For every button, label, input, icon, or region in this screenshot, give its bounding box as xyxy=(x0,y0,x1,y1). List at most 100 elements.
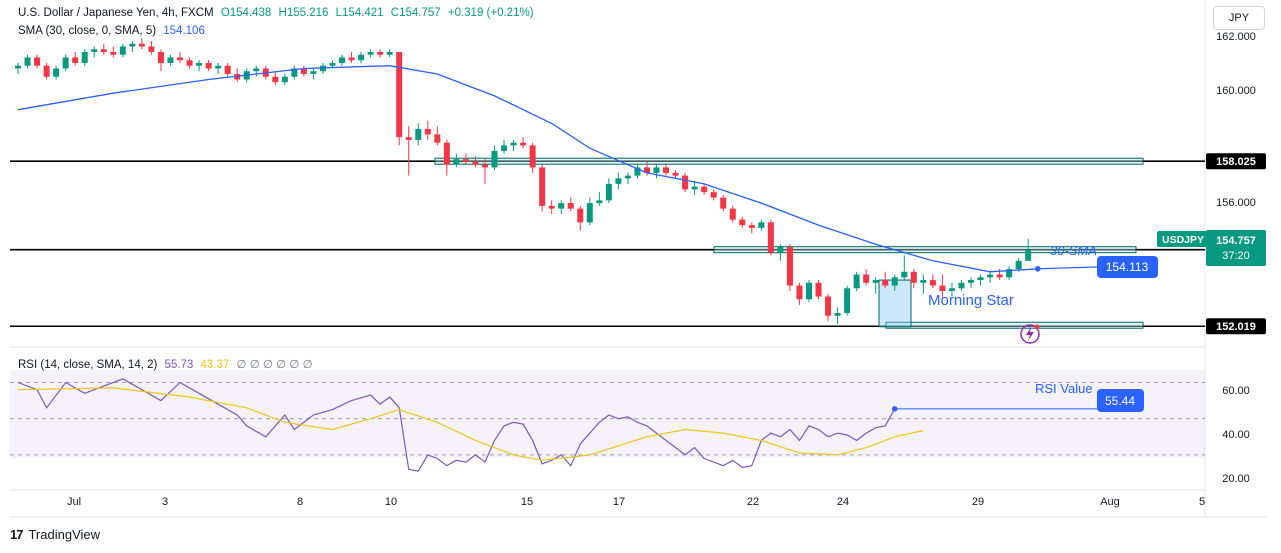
candle-body xyxy=(15,65,21,69)
candle-body xyxy=(434,134,441,143)
support-zone xyxy=(885,321,1144,329)
candle-body xyxy=(520,142,527,146)
sma-dot xyxy=(1034,265,1041,272)
symbol-tag xyxy=(1157,231,1209,247)
candle-body xyxy=(510,142,517,146)
candle-body xyxy=(834,313,841,316)
candle-body xyxy=(177,57,184,61)
candle-body xyxy=(253,68,260,72)
candle-body xyxy=(481,164,488,168)
tradingview-brand: 17 TradingView xyxy=(10,527,100,542)
rsi-value-text: 55.44 xyxy=(1105,394,1135,408)
lightning-icon xyxy=(1026,327,1034,341)
candle-body xyxy=(1025,249,1032,261)
sma-value-text: 154.113 xyxy=(1106,260,1149,274)
candle-body xyxy=(958,282,965,289)
candle-body xyxy=(272,76,279,83)
sma-value-box xyxy=(1097,256,1158,278)
candle-body xyxy=(596,200,603,204)
candle-body xyxy=(215,65,222,69)
candle-body xyxy=(663,167,670,173)
time-tick: 5 xyxy=(1199,496,1205,508)
pattern-annotation: Morning Star xyxy=(928,292,1014,309)
tradingview-logo-icon: 17 xyxy=(10,527,24,542)
candle-body xyxy=(53,68,60,77)
candle-body xyxy=(987,274,994,278)
candle-body xyxy=(891,277,898,286)
candle-body xyxy=(939,285,946,292)
rsi-value-box xyxy=(1097,389,1144,412)
currency-button[interactable]: JPY xyxy=(1213,6,1265,30)
candle-body xyxy=(415,128,422,140)
candle-body xyxy=(1006,269,1013,278)
sma-extension xyxy=(1037,266,1098,270)
candle-body xyxy=(358,54,365,61)
ohlc-open: O154.438 xyxy=(220,7,272,19)
ohlc-close: C154.757 xyxy=(390,7,441,19)
candle-body xyxy=(377,51,384,55)
candle-body xyxy=(348,57,355,61)
candle-body xyxy=(148,46,155,52)
symbol-tag-text: USDJPY xyxy=(1162,234,1204,246)
candle-body xyxy=(977,277,984,281)
candle-body xyxy=(682,175,689,190)
candle-body xyxy=(853,274,860,289)
candle-body xyxy=(129,43,136,47)
sma-annotation: 30-SMA xyxy=(1050,243,1097,258)
candle-body xyxy=(624,175,631,179)
price-tick: 156.000 xyxy=(1216,197,1256,209)
rsi-legend-value: 55.73 xyxy=(164,359,194,371)
sma-legend-label: SMA (30, close, 0, SMA, 5) xyxy=(18,25,157,37)
candle-body xyxy=(872,280,879,283)
candle-body xyxy=(558,203,565,209)
candle-body xyxy=(548,205,555,209)
candle-body xyxy=(539,167,546,206)
candle-body xyxy=(453,159,460,165)
candle-body xyxy=(300,68,307,74)
candle-body xyxy=(948,288,955,292)
candle-body xyxy=(339,57,346,63)
chart-header: U.S. Dollar / Japanese Yen, 4h, FXCM O15… xyxy=(18,7,538,19)
candle-body xyxy=(472,161,479,165)
candle-body xyxy=(100,49,107,52)
candle-body xyxy=(748,225,755,228)
resistance-zone xyxy=(434,157,1144,165)
last-price-value: 154.757 xyxy=(1216,235,1256,247)
candle-body xyxy=(310,71,317,74)
rsi-legend[interactable]: RSI (14, close, SMA, 14, 2) 55.73 43.37 … xyxy=(18,357,317,371)
candle-body xyxy=(281,76,288,83)
candle-body xyxy=(777,247,784,253)
time-tick: 3 xyxy=(162,496,168,508)
candle-body xyxy=(767,222,774,253)
rsi-tick: 40.00 xyxy=(1222,429,1250,441)
candle-body xyxy=(386,51,393,55)
candle-body xyxy=(424,128,431,135)
candle-body xyxy=(796,285,803,300)
ohlc-high: H155.216 xyxy=(278,7,329,19)
candle-body xyxy=(462,159,469,162)
candle-body xyxy=(643,167,650,173)
level-tag-text: 152.019 xyxy=(1216,321,1256,333)
candle-body xyxy=(167,57,174,63)
candle-body xyxy=(1015,260,1022,270)
rsi-tick: 20.00 xyxy=(1222,473,1250,485)
candle-body xyxy=(81,51,88,63)
sma-legend[interactable]: SMA (30, close, 0, SMA, 5) 154.106 xyxy=(18,25,209,37)
level-tag-text: 158.025 xyxy=(1216,156,1256,168)
sma-line xyxy=(17,65,1038,273)
candle-body xyxy=(996,274,1003,278)
level-tag xyxy=(1206,318,1266,335)
event-icon xyxy=(1020,324,1040,344)
candle-body xyxy=(443,142,450,165)
rsi-sma-line xyxy=(17,387,924,461)
candle-body xyxy=(157,51,164,63)
candle-body xyxy=(844,288,851,314)
candle-body xyxy=(634,167,641,176)
candle-body xyxy=(882,280,889,286)
candle-body xyxy=(739,219,746,226)
rsi-sma-legend-value: 43.37 xyxy=(200,359,230,371)
candle-body xyxy=(815,282,822,297)
candle-body xyxy=(138,43,145,47)
level-tag xyxy=(1206,153,1266,170)
